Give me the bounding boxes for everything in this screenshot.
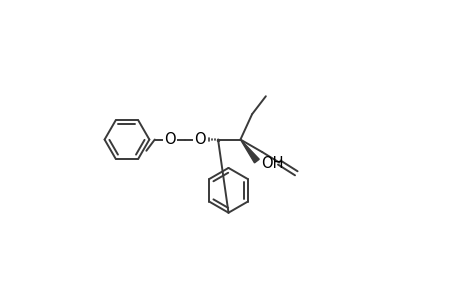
Text: O: O <box>163 132 175 147</box>
Text: OH: OH <box>261 156 283 171</box>
Text: O: O <box>193 132 205 147</box>
Polygon shape <box>240 140 259 163</box>
